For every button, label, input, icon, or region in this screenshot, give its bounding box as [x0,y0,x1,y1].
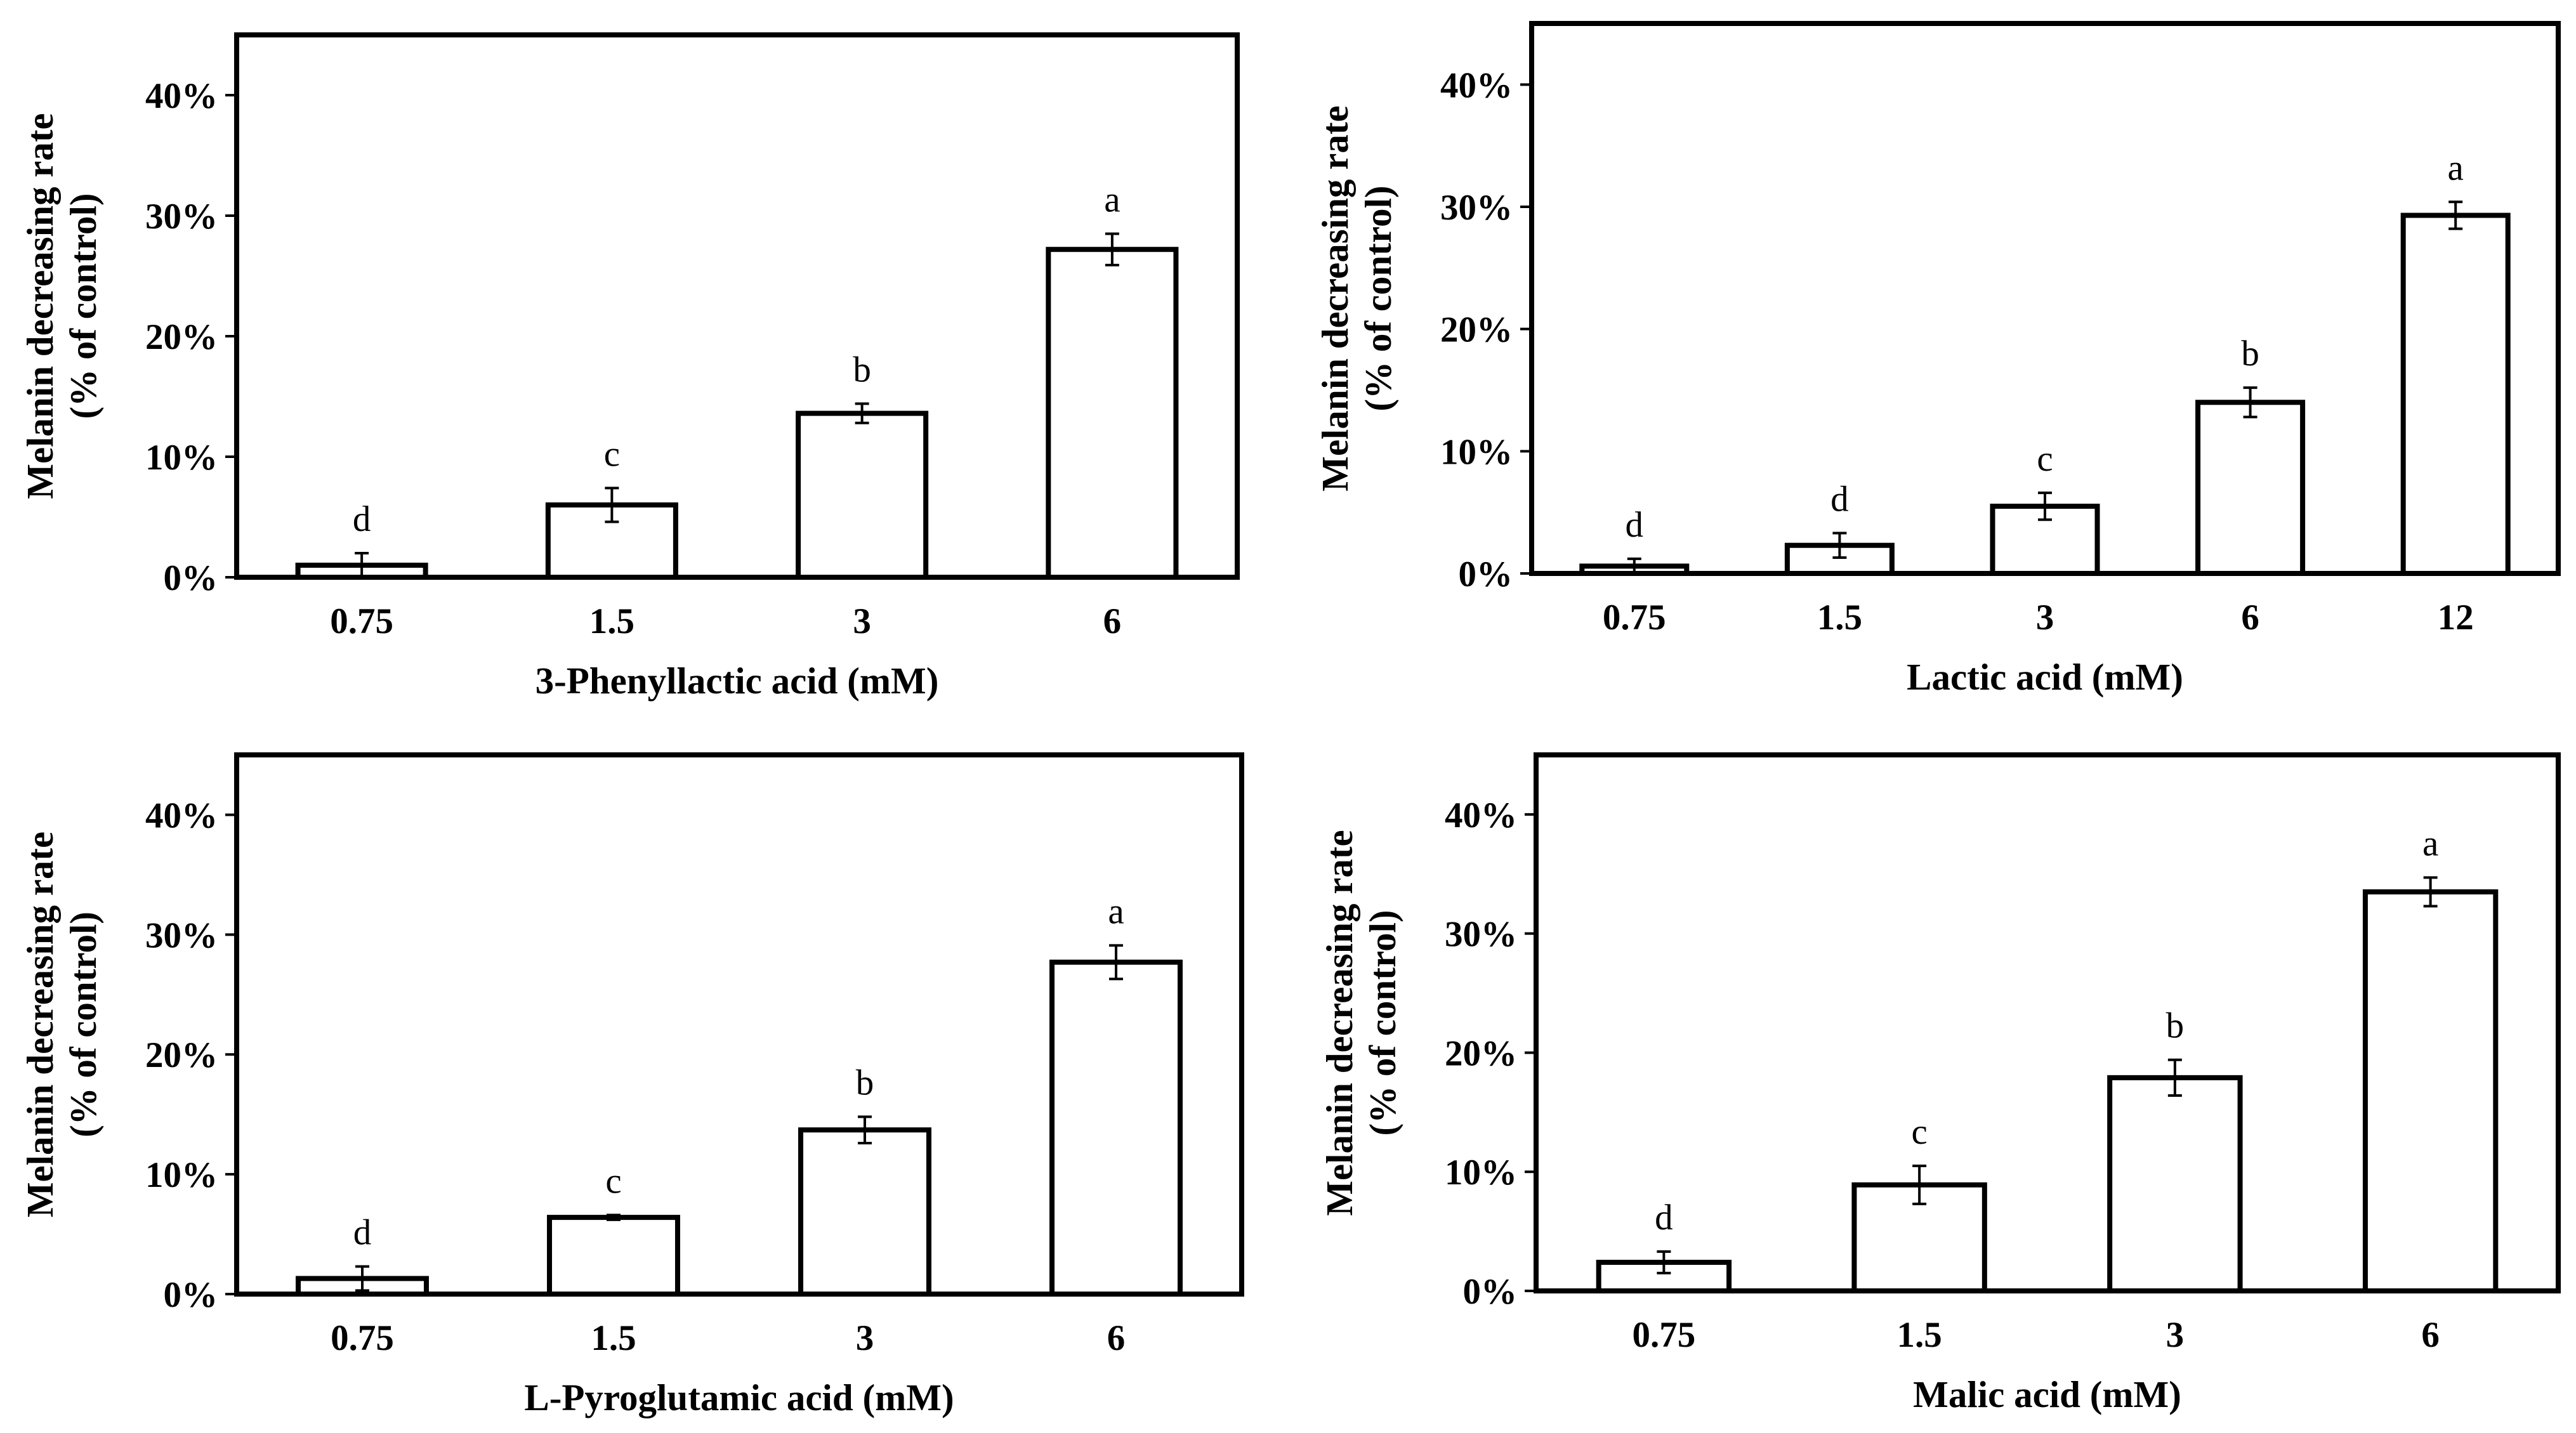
significance-letter: b [853,350,871,389]
significance-letter: c [604,434,620,474]
x-tick-label: 0.75 [1633,1315,1696,1355]
significance-letter: c [2037,439,2053,479]
x-tick-label: 1.5 [1897,1315,1942,1355]
significance-letter: b [2166,1006,2185,1046]
x-tick-label: 0.75 [330,601,393,641]
x-tick-label: 3 [2036,598,2054,638]
x-tick-label: 1.5 [1817,598,1862,638]
y-tick-label: 40% [1445,795,1517,835]
plot-frame [234,752,1244,1297]
y-tick-label: 30% [145,915,218,955]
x-tick-label: 0.75 [331,1318,394,1358]
y-tick-label: 10% [1440,432,1513,472]
significance-letter: b [856,1063,874,1103]
x-tick-label: 3 [856,1318,874,1358]
y-tick-label: 10% [145,1155,218,1195]
y-axis-subtitle: (% of control) [1357,185,1399,411]
x-tick-label: 1.5 [589,601,634,641]
y-axis-title: Melanin decreasing rate [19,832,61,1217]
y-tick-label: 10% [145,438,218,478]
significance-letter: a [1108,891,1124,931]
bar [2195,400,2306,576]
y-axis-title: Melanin decreasing rate [19,113,61,499]
significance-letter: c [1911,1112,1927,1152]
bar [2400,213,2511,576]
plot-frame [234,32,1240,580]
x-tick-label: 12 [2438,598,2474,638]
bar [547,1215,680,1297]
y-tick-label: 0% [1463,1272,1518,1312]
x-tick-label: 3 [2166,1315,2185,1355]
x-tick-label: 6 [2421,1315,2440,1355]
x-axis-title: Malic acid (mM) [1913,1373,2181,1415]
y-tick-label: 30% [1445,915,1517,955]
significance-letter: a [2422,823,2438,863]
y-axis-subtitle: (% of control) [62,193,104,419]
x-tick-label: 1.5 [591,1318,636,1358]
plot-frame [1529,21,2561,576]
y-tick-label: 10% [1445,1153,1517,1193]
x-tick-label: 6 [1107,1318,1126,1358]
y-tick-label: 0% [164,558,218,598]
y-tick-label: 0% [1459,554,1513,594]
significance-letter: d [1830,479,1849,519]
x-axis-title: 3-Phenyllactic acid (mM) [536,660,939,702]
y-tick-label: 20% [1445,1033,1517,1073]
significance-letter: d [1626,505,1644,545]
chart-panel-top-left: 0% 10% 20% 30% 40% d 0.75 c 1.5 b 3 a 6 3-Phenyllacti… [19,32,1240,702]
y-tick-label: 30% [1440,188,1513,228]
y-tick-label: 30% [145,197,218,237]
significance-letter: d [1655,1198,1673,1238]
x-axis-title: L-Pyroglutamic acid (mM) [524,1377,954,1418]
y-tick-label: 0% [164,1275,218,1315]
bar [1049,959,1183,1297]
x-tick-label: 6 [1103,601,1122,641]
y-axis-subtitle: (% of control) [62,912,104,1137]
significance-letter: a [1104,180,1120,220]
y-tick-label: 20% [145,1035,218,1075]
plot-frame [1534,752,2561,1293]
x-tick-label: 6 [2241,598,2259,638]
chart-panel-bottom-right: 0% 10% 20% 30% 40% d 0.75 c 1.5 b 3 a 6 Malic acid (m… [1318,752,2561,1415]
y-axis-title: Melanin decreasing rate [1314,105,1356,491]
significance-letter: a [2448,148,2464,188]
bar [1046,247,1179,580]
bar [2107,1075,2243,1294]
significance-letter: d [353,1213,372,1253]
x-axis-title: Lactic acid (mM) [1907,656,2183,698]
chart-panel-bottom-left: 0% 10% 20% 30% 40% d 0.75 c 1.5 b 3 a 6 L-Pyroglutami… [19,752,1244,1418]
y-tick-label: 40% [145,76,218,116]
y-tick-label: 40% [145,795,218,835]
y-axis-subtitle: (% of control) [1362,910,1403,1135]
y-tick-label: 40% [1440,65,1513,105]
bar [796,410,929,580]
y-axis-title: Melanin decreasing rate [1318,830,1360,1215]
x-tick-label: 0.75 [1603,598,1666,638]
chart-panel-top-right: 0% 10% 20% 30% 40% d 0.75 d 1.5 c 3 b 6 a 12 Lactic aci… [1314,21,2561,698]
significance-letter: b [2241,334,2259,374]
significance-letter: d [353,499,371,539]
bar [798,1127,931,1297]
y-tick-label: 20% [145,317,218,357]
y-tick-label: 20% [1440,310,1513,350]
x-tick-label: 3 [853,601,871,641]
significance-letter: c [605,1161,621,1201]
bar [2362,889,2499,1293]
